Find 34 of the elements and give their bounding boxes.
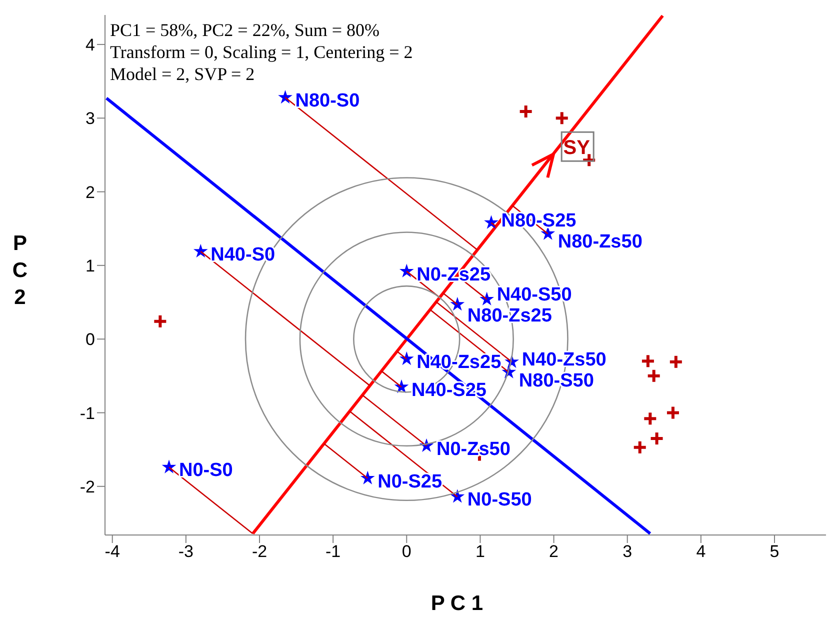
- annotation: N40-S0: [210, 244, 276, 266]
- x-tick-label: 2: [549, 542, 559, 562]
- annotation: N80-Zs25: [467, 305, 552, 326]
- x-tick-label: 4: [696, 542, 706, 562]
- x-tick-label: 5: [770, 542, 780, 562]
- x-axis-title: P C 1: [430, 592, 484, 615]
- x-tick-label: 0: [402, 542, 412, 562]
- annotation: N0-Zs50: [436, 438, 510, 460]
- x-tick-label: 3: [622, 542, 632, 562]
- annotation: PC1 = 58%, PC2 = 22%, Sum = 80%: [110, 20, 380, 40]
- annotation: N40-Zs50: [522, 350, 606, 371]
- annotation: N80-S50: [518, 370, 594, 392]
- y-tick-label: -2: [80, 477, 95, 496]
- annotation: Model = 2, SVP = 2: [110, 64, 255, 84]
- x-tick-label: -1: [326, 542, 341, 562]
- x-tick-label: -4: [104, 542, 120, 562]
- annotation: N80-Zs50: [558, 232, 642, 253]
- y-tick-label: 1: [86, 256, 95, 276]
- x-tick-label: -2: [252, 542, 268, 562]
- annotation: N80-S0: [295, 90, 360, 112]
- annotation: N40-S50: [496, 284, 572, 306]
- annotation: Transform = 0, Scaling = 1, Centering = 2: [110, 42, 413, 62]
- y-tick-label: 2: [86, 182, 95, 202]
- y-tick-label: 4: [86, 35, 95, 54]
- y-axis-title: P C 2: [12, 232, 28, 309]
- y-tick-label: 3: [86, 109, 95, 128]
- x-tick-label: 1: [475, 542, 485, 562]
- y-tick-label: 0: [86, 330, 95, 350]
- annotation: SY: [563, 137, 591, 160]
- annotation: N0-S25: [378, 471, 443, 492]
- y-tick-label: -1: [80, 404, 95, 423]
- annotation: N0-S50: [467, 490, 532, 511]
- annotation: N0-S0: [179, 460, 233, 482]
- x-tick-label: -3: [178, 542, 194, 562]
